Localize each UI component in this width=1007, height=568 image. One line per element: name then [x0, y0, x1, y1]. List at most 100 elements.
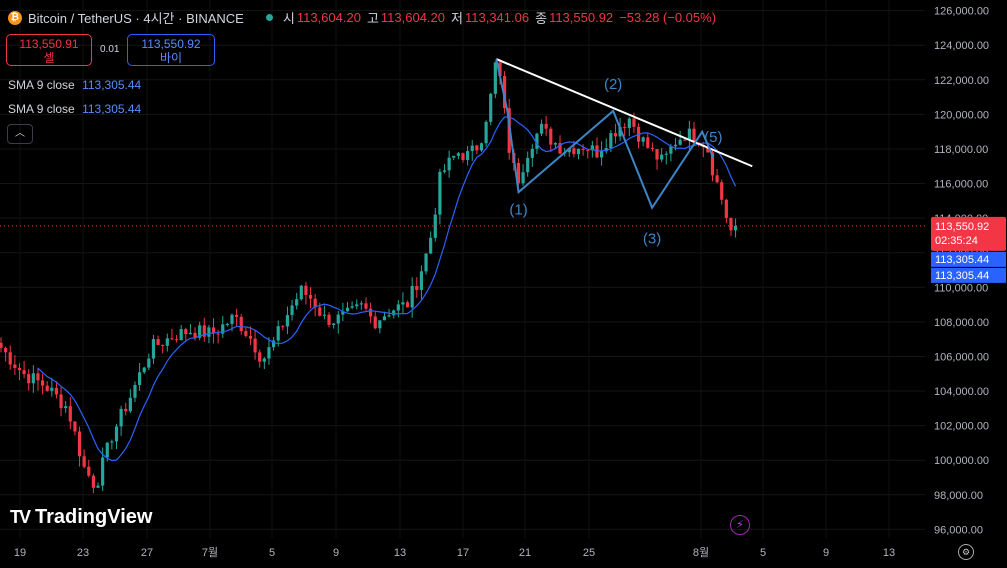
time-tick-label: 25 [583, 547, 595, 559]
candle-body [493, 62, 497, 94]
candle-body [526, 157, 530, 173]
candle-body [87, 466, 91, 476]
pattern-label: (1) [509, 201, 527, 218]
candle-body [4, 347, 8, 353]
candle-body [105, 442, 109, 458]
price-tick-label: 120,000.00 [934, 109, 989, 121]
indicator-value: 113,305.44 [82, 78, 142, 92]
candle-body [304, 285, 308, 295]
sma-line [37, 116, 737, 462]
spread-value: 0.01 [100, 44, 120, 55]
candle-body [299, 285, 303, 300]
time-tick-label: 23 [77, 547, 89, 559]
sell-button[interactable]: 113,550.91 셀 [6, 34, 92, 66]
candle-body [683, 139, 687, 141]
bitcoin-icon: ₿ [8, 10, 22, 25]
price-tick-label: 116,000.00 [934, 179, 988, 191]
close-value: 113,550.92 [549, 10, 614, 25]
time-tick-label: 9 [823, 547, 829, 559]
candle-body [623, 126, 627, 128]
candle-body [248, 335, 253, 339]
buy-price: 113,550.92 [141, 37, 201, 51]
symbol-title[interactable]: Bitcoin / TetherUS · 4시간 · BINANCE [28, 11, 244, 26]
sma-price-tag-label: 113,305.44 [935, 270, 989, 282]
tradingview-logo: TV TradingView [10, 506, 152, 529]
indicator-legend-sma-1[interactable]: SMA 9 close 113,305.44 [8, 78, 141, 92]
candle-body [724, 199, 728, 218]
candle-body [96, 485, 100, 488]
tradingview-mark-icon: TV [10, 507, 31, 527]
candle-body [498, 62, 502, 76]
candle-body [733, 225, 738, 231]
time-tick-label: 17 [457, 547, 469, 559]
price-tick-label: 118,000.00 [934, 144, 988, 156]
change-value: −53.28 (−0.05%) [619, 10, 717, 25]
price-tick-label: 102,000.00 [934, 421, 989, 433]
candle-body [632, 118, 636, 127]
settings-gear-icon[interactable]: ⚙ [958, 544, 974, 560]
time-tick-label: 13 [883, 547, 895, 559]
candle-body [73, 421, 77, 432]
candle-body [22, 370, 26, 375]
open-label: 시 [282, 11, 295, 26]
candle-body [36, 373, 40, 381]
indicator-name: SMA [8, 102, 34, 116]
candle-body [17, 367, 22, 371]
candle-body [646, 137, 650, 148]
candles [0, 59, 738, 494]
price-tick-label: 122,000.00 [934, 75, 989, 87]
candle-body [401, 302, 405, 305]
low-value: 113,341.06 [464, 10, 530, 25]
price-tick-label: 106,000.00 [934, 351, 989, 363]
candle-body [345, 307, 350, 312]
candle-body [613, 133, 618, 137]
time-tick-label: 21 [519, 547, 531, 559]
candle-body [369, 308, 373, 317]
candle-body [308, 294, 313, 299]
candle-body [618, 126, 622, 137]
candle-body [673, 144, 678, 147]
candle-body [295, 299, 299, 306]
candle-body [429, 237, 433, 254]
pattern-label: (2) [604, 76, 622, 93]
candle-body [262, 358, 266, 362]
candle-body [281, 326, 285, 328]
time-axis: 19 23 27 7월 5 9 13 17 21 25 8월 5 9 13 [14, 546, 895, 559]
indicator-legend-sma-2[interactable]: SMA 9 close 113,305.44 [8, 102, 141, 116]
candle-body [211, 327, 216, 334]
candle-body [188, 332, 193, 335]
candle-body [235, 314, 239, 317]
last-price-tag [931, 216, 1006, 251]
sell-label: 셀 [43, 51, 55, 65]
collapse-legend-chevron-up-icon[interactable]: ︿ [7, 124, 33, 144]
price-tick-label: 108,000.00 [934, 317, 989, 329]
lightning-icon[interactable]: ⚡ [730, 515, 750, 535]
candle-body [8, 352, 12, 365]
trendline [495, 58, 753, 168]
candle-body [396, 304, 400, 311]
candle-body [133, 384, 137, 398]
candle-body [710, 152, 715, 176]
low-label: 저 [451, 11, 463, 26]
price-tick-label: 124,000.00 [934, 40, 989, 52]
candle-body [373, 316, 377, 329]
countdown-tag-label: 02:35:24 [935, 235, 978, 247]
candle-body [586, 150, 590, 152]
candle-body [604, 148, 608, 152]
candle-body [59, 394, 63, 409]
time-tick-label: 9 [333, 547, 339, 559]
chart-overlays: (1) (2) (3) (5) [0, 58, 925, 462]
candle-body [138, 372, 142, 385]
pattern-label: (5) [704, 129, 722, 146]
candle-body [609, 133, 613, 149]
candle-body [119, 408, 123, 427]
candle-body [415, 285, 419, 290]
pattern-label: (3) [643, 231, 661, 248]
candle-body [271, 340, 276, 348]
candle-body [68, 406, 72, 422]
candle-body [475, 145, 479, 151]
candle-body [276, 326, 280, 341]
buy-button[interactable]: 113,550.92 바이 [127, 34, 215, 66]
candle-body [64, 406, 68, 409]
